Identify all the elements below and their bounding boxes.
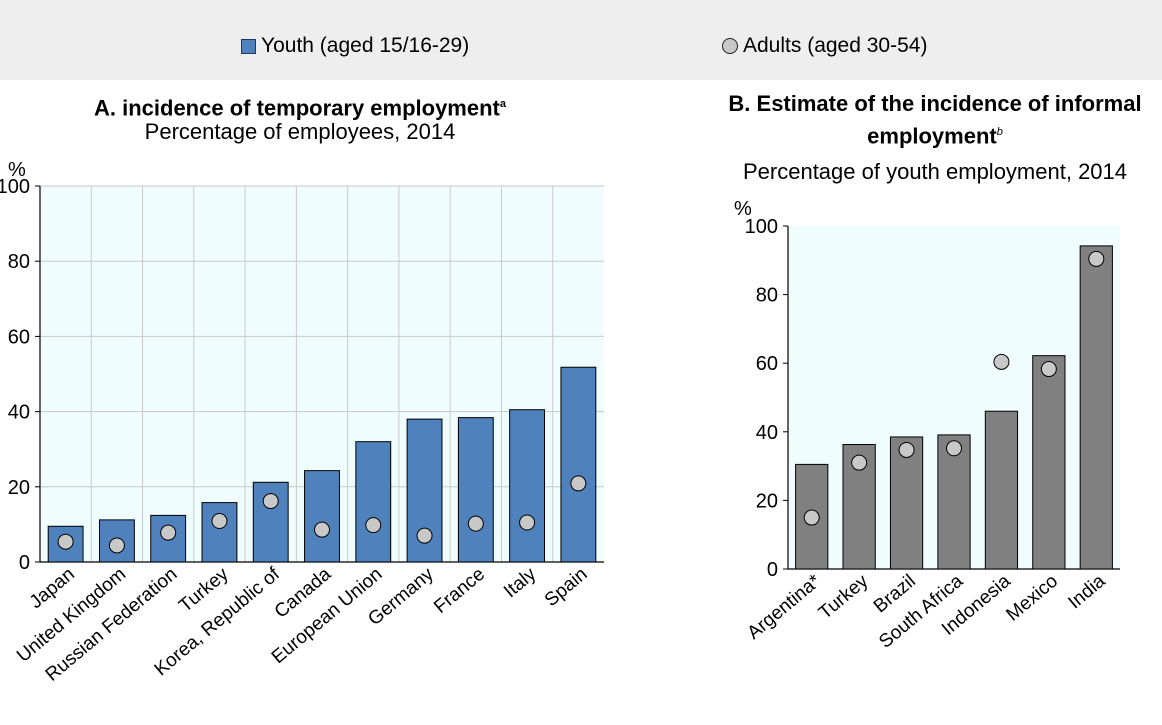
panel-a-bar-9 xyxy=(509,409,546,563)
panel-b-bar-4 xyxy=(984,410,1019,570)
panel-a-ytick-label-2: 40 xyxy=(8,402,30,424)
legend-band xyxy=(0,0,1162,80)
panel-a-ytick-label-1: 20 xyxy=(8,477,30,499)
panel-a-bar-7 xyxy=(406,418,443,563)
panel-b-ytick-label-1: 20 xyxy=(756,490,778,512)
panel-a-bar-1 xyxy=(98,519,135,563)
panel-a-title-text: A. incidence of temporary employment xyxy=(94,95,500,121)
panel-a-bar-8 xyxy=(457,417,494,563)
panel-a-y-unit-label: % xyxy=(8,159,26,181)
panel-a-xtick-label-5: Canada xyxy=(271,563,336,622)
legend-adults-label: Adults (aged 30-54) xyxy=(743,34,928,57)
panel-b-bar-0 xyxy=(795,463,829,570)
panel-b-marker-3 xyxy=(946,440,962,457)
panel-a-marker-6 xyxy=(365,517,382,534)
panel-a-xtick-label-3: Turkey xyxy=(175,563,233,616)
legend-adults-swatch xyxy=(722,38,738,54)
panel-b-ytick-label-0: 0 xyxy=(767,559,778,581)
panel-b-title-line1: B. Estimate of the incidence of informal xyxy=(728,91,1142,116)
legend-item-adults: Adults (aged 30-54) xyxy=(722,32,927,60)
panel-b-ytick-label-2: 40 xyxy=(756,422,778,444)
panel-a-ytick-label-0: 0 xyxy=(19,552,30,574)
panel-b-subtitle: Percentage of youth employment, 2014 xyxy=(742,159,1128,184)
panel-a-bar-6 xyxy=(355,441,392,563)
panel-b-xtick-label-5: Mexico xyxy=(1002,571,1062,626)
panel-b-xtick-label-4: Indonesia xyxy=(938,570,1015,639)
panel-a-marker-9 xyxy=(519,514,536,531)
panel-b-bar-1 xyxy=(842,443,876,570)
panel-a-bar-3 xyxy=(201,502,238,563)
panel-a-xtick-label-0: Japan xyxy=(26,564,79,613)
panel-a-ytick-label-5: 100 xyxy=(0,176,30,198)
panel-a-bar-0 xyxy=(47,525,84,563)
panel-b-marker-0 xyxy=(803,509,820,526)
panel-b-ytick-label-5: 100 xyxy=(745,216,778,238)
legend-youth-swatch xyxy=(241,38,256,54)
panel-a-marker-8 xyxy=(467,515,484,532)
panel-b-xtick-label-6: India xyxy=(1064,570,1109,613)
panel-b-bar-5 xyxy=(1032,355,1066,570)
panel-a-xtick-label-4: Korea, Republic of xyxy=(151,563,285,680)
panel-a-title-footnote: a xyxy=(499,98,506,110)
panel-a-marker-0 xyxy=(57,533,74,550)
panel-b-title-line2-text: employment xyxy=(867,123,997,149)
panel-a-marker-2 xyxy=(160,524,177,541)
panel-b-xtick-label-1: Turkey xyxy=(815,570,873,623)
panel-a-xtick-label-2: Russian Federation xyxy=(42,564,182,686)
panel-a-xtick-label-6: European Union xyxy=(268,564,387,668)
panel-a-ytick-label-4: 80 xyxy=(8,251,30,273)
panel-a-marker-5 xyxy=(314,521,330,538)
panel-a-marker-10 xyxy=(570,475,587,492)
panel-b-plot-area xyxy=(788,226,1120,569)
panel-b-bar-2 xyxy=(889,436,924,570)
panel-a-ytick-label-3: 60 xyxy=(8,326,30,348)
panel-a-xtick-label-10: Spain xyxy=(541,564,592,611)
panel-b-bar-3 xyxy=(937,434,971,570)
panel-a-marker-4 xyxy=(262,493,279,510)
panel-a-xtick-label-8: France xyxy=(430,564,489,618)
panel-a-bar-4 xyxy=(252,481,289,563)
panel-b-title-footnote: b xyxy=(996,126,1003,138)
legend-youth-label: Youth (aged 15/16-29) xyxy=(261,34,470,57)
panel-a-bar-10 xyxy=(560,366,597,563)
panel-b-xtick-label-3: South Africa xyxy=(875,570,967,652)
panel-a-marker-1 xyxy=(108,537,125,554)
panel-b-marker-4 xyxy=(993,353,1010,370)
panel-a-plot-area xyxy=(40,186,604,562)
panel-a-title: A. incidence of temporary employmenta xyxy=(20,90,580,122)
panel-a-bar-2 xyxy=(150,514,187,563)
panel-a-xtick-label-9: Italy xyxy=(500,563,541,602)
panel-b-xtick-label-2: Brazil xyxy=(870,571,920,618)
panel-a-bar-5 xyxy=(304,470,340,563)
panel-b-ytick-label-4: 80 xyxy=(756,285,778,307)
panel-b-marker-1 xyxy=(851,454,868,471)
panel-a-xtick-label-7: Germany xyxy=(364,563,438,630)
panel-b-title-line2: employmentb xyxy=(700,118,1162,150)
panel-a-subtitle: Percentage of employees, 2014 xyxy=(144,119,456,144)
panel-a-marker-7 xyxy=(416,527,433,544)
panel-a-xtick-label-1: United Kingdom xyxy=(13,564,130,667)
panel-a-marker-3 xyxy=(211,513,228,530)
panel-b-marker-2 xyxy=(898,441,915,458)
panel-b-ytick-label-3: 60 xyxy=(756,353,778,375)
panel-b-xtick-label-0: Argentina* xyxy=(743,570,825,644)
legend-item-youth: Youth (aged 15/16-29) xyxy=(241,32,469,60)
panel-b-marker-5 xyxy=(1040,361,1057,378)
panel-b-bar-6 xyxy=(1079,245,1113,570)
panel-b-y-unit-label: % xyxy=(734,198,752,220)
panel-b-marker-6 xyxy=(1088,250,1105,267)
